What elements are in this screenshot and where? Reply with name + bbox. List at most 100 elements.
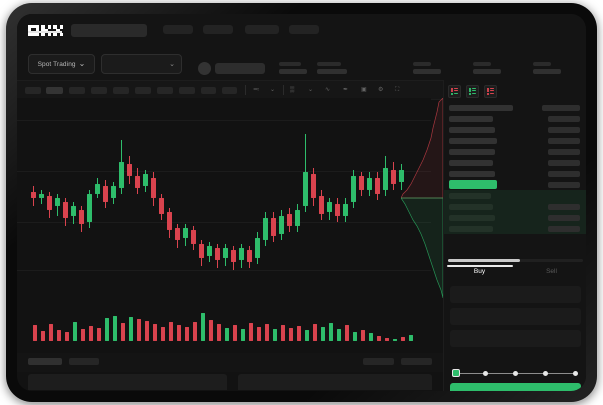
timeframe-5[interactable]: [135, 87, 151, 94]
slider-handle[interactable]: [452, 369, 460, 377]
volume-bar: [257, 327, 261, 341]
volume-bar: [169, 322, 173, 341]
active-tab-underline: [28, 31, 62, 33]
orderbook-row-ask-5[interactable]: [444, 157, 586, 168]
orderbook-row-ask-1[interactable]: [444, 113, 586, 124]
volume-bar: [153, 324, 157, 341]
chart-type-icon[interactable]: ▒: [290, 87, 295, 93]
orderbook-row-bid-2[interactable]: [444, 212, 586, 223]
nav-item-trade[interactable]: [203, 25, 233, 34]
timeframe-8[interactable]: [201, 87, 216, 94]
timeframe-7[interactable]: [179, 87, 195, 94]
candle-body: [359, 176, 364, 190]
amount-field[interactable]: [450, 308, 581, 325]
orderbook-row-bid-3[interactable]: [444, 223, 586, 234]
candle-body: [351, 176, 356, 202]
candle-body: [31, 192, 36, 198]
volume-bar: [121, 323, 125, 341]
timeframe-2[interactable]: [69, 87, 85, 94]
orderbook-mode-bids[interactable]: [466, 85, 479, 98]
orderbook-mode-both[interactable]: [448, 85, 461, 98]
orderbook-row-bid-1[interactable]: [444, 201, 586, 212]
chart-gridline-0: [17, 120, 431, 121]
okx-logo[interactable]: [28, 25, 63, 36]
chevron-down-icon-2[interactable]: ⌄: [308, 87, 314, 93]
candle-body: [71, 206, 76, 216]
line-study-icon[interactable]: ∿: [325, 87, 331, 93]
volume-bar: [369, 333, 373, 341]
volume-bar: [297, 326, 301, 341]
candle-body: [167, 212, 172, 230]
chevron-down-icon-1[interactable]: ⌄: [270, 87, 276, 93]
orderbook-rows[interactable]: [444, 102, 586, 257]
slider-stop-100[interactable]: [573, 370, 578, 376]
candle-body: [383, 168, 388, 190]
timeframe-4[interactable]: [113, 87, 129, 94]
candle-body: [303, 172, 308, 206]
orderbook-row-ask-0[interactable]: [444, 102, 586, 113]
orderbook-row-ask-4[interactable]: [444, 146, 586, 157]
bottom-tabbar: [17, 353, 443, 372]
orderbook-scrollbar[interactable]: [448, 259, 583, 262]
amount-percent-slider[interactable]: [452, 368, 580, 378]
orderbook-price: [449, 137, 497, 144]
indicator-icon[interactable]: ≕: [253, 87, 259, 93]
nav-search-pill[interactable]: [71, 24, 147, 37]
nav-item-markets[interactable]: [163, 25, 193, 34]
tab-sell[interactable]: Sell: [546, 268, 557, 275]
bottom-panel-left[interactable]: [28, 374, 227, 390]
settings-icon[interactable]: ⚙: [378, 87, 384, 93]
volume-bar: [193, 322, 197, 341]
volume-bar: [137, 319, 141, 341]
orderbook-row-ask-3[interactable]: [444, 135, 586, 146]
submit-buy-button[interactable]: [450, 383, 581, 391]
orderbook-panel: Buy Sell: [443, 80, 586, 391]
volume-bar: [225, 328, 229, 341]
pencil-icon[interactable]: ✒: [343, 87, 349, 93]
slider-stop-75[interactable]: [543, 370, 548, 376]
bottom-panel-right[interactable]: [238, 374, 432, 390]
orderbook-row-ask-6[interactable]: [444, 168, 586, 179]
candle-body: [87, 194, 92, 222]
bottom-action-1[interactable]: [363, 358, 394, 365]
total-field[interactable]: [450, 330, 581, 347]
timeframe-0[interactable]: [25, 87, 41, 94]
volume-bar: [305, 330, 309, 341]
timeframe-6[interactable]: [157, 87, 173, 94]
volume-series: [17, 303, 431, 351]
orderbook-row-bid-0[interactable]: [444, 190, 586, 201]
camera-icon[interactable]: ▣: [361, 87, 367, 93]
slider-stop-50[interactable]: [513, 370, 518, 376]
price-field[interactable]: [450, 286, 581, 303]
timeframe-1[interactable]: [46, 87, 63, 94]
orderbook-mode-asks[interactable]: [484, 85, 497, 98]
orderbook-size: [548, 148, 580, 155]
chevron-down-icon-pair: ⌄: [169, 61, 175, 68]
timeframe-9[interactable]: [222, 87, 237, 94]
orderbook-scrollbar-thumb[interactable]: [448, 259, 520, 262]
timeframe-3[interactable]: [91, 87, 107, 94]
orderbook-row-current-0[interactable]: [444, 179, 586, 190]
tab-open-orders[interactable]: [28, 358, 62, 365]
tab-buy[interactable]: Buy: [473, 268, 486, 275]
orderbook-price: [449, 115, 493, 122]
candle-body: [199, 244, 204, 258]
orderbook-price: [449, 203, 493, 210]
volume-bar: [65, 332, 69, 341]
fullscreen-icon[interactable]: ⛶: [395, 87, 400, 93]
tab-order-history[interactable]: [69, 358, 99, 365]
app-screen: Spot Trading ⌄ ⌄: [17, 14, 586, 391]
nav-item-more[interactable]: [289, 25, 319, 34]
orderbook-size: [548, 137, 580, 144]
bottom-action-2[interactable]: [401, 358, 432, 365]
price-chart[interactable]: [17, 98, 431, 353]
nav-item-earn[interactable]: [245, 25, 279, 34]
slider-stop-25[interactable]: [483, 370, 488, 376]
stat-24h-low: [413, 62, 441, 74]
orderbook-row-ask-2[interactable]: [444, 124, 586, 135]
market-type-dropdown[interactable]: Spot Trading ⌄: [28, 54, 95, 74]
orderbook-price: [449, 225, 493, 232]
orderbook-price: [449, 148, 495, 155]
orderbook-size: [548, 170, 580, 177]
trading-pair-dropdown[interactable]: ⌄: [101, 54, 182, 74]
